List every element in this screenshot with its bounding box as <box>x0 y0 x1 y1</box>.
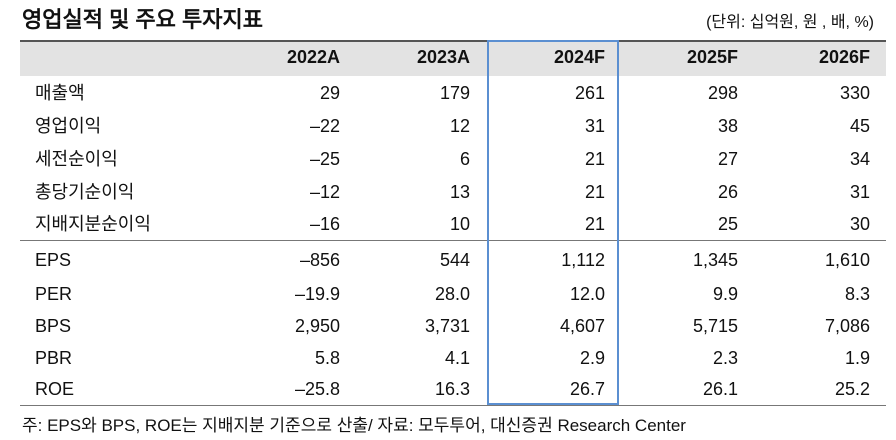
cell-value: 2.3 <box>712 348 738 368</box>
cell-value: –22 <box>309 116 340 136</box>
cell-value: 1,610 <box>824 250 870 270</box>
row-label: BPS <box>35 316 72 336</box>
cell-value: 5,715 <box>692 316 738 336</box>
highlight-box <box>487 40 619 405</box>
cell-value: –856 <box>299 250 340 270</box>
row-label: PER <box>35 284 73 304</box>
row-label: 세전순이익 <box>35 149 118 169</box>
cell-value: 26 <box>717 182 738 202</box>
cell-value: 2,950 <box>294 316 340 336</box>
row-label: 지배지분순이익 <box>35 214 151 234</box>
cell-value: –25.8 <box>294 379 340 399</box>
cell-value: 27 <box>717 149 738 169</box>
cell-value: –16 <box>309 214 340 234</box>
cell-value: 1,345 <box>692 250 738 270</box>
column-header: 2024F <box>553 47 605 67</box>
cell-value: 38 <box>717 116 738 136</box>
cell-value: 8.3 <box>844 284 870 304</box>
bottom-border <box>20 405 886 406</box>
cell-value: 16.3 <box>434 379 470 399</box>
cell-value: 13 <box>449 182 470 202</box>
row-label: ROE <box>35 379 75 399</box>
cell-value: 2.9 <box>579 348 605 368</box>
cell-value: 26.7 <box>569 379 605 399</box>
cell-value: –19.9 <box>294 284 340 304</box>
cell-value: 4.1 <box>444 348 470 368</box>
column-header: 2022A <box>286 47 340 67</box>
cell-value: 298 <box>707 83 738 103</box>
row-label: PBR <box>35 348 73 368</box>
cell-value: 3,731 <box>424 316 470 336</box>
cell-value: 30 <box>849 214 870 234</box>
row-label: EPS <box>35 250 72 270</box>
column-header: 2025F <box>686 47 738 67</box>
cell-value: 9.9 <box>712 284 738 304</box>
column-header: 2026F <box>818 47 870 67</box>
unit: (단위: 십억원, 원 , 배, %) <box>706 14 874 31</box>
cell-value: 1,112 <box>561 250 605 270</box>
cell-value: 12.0 <box>569 284 605 304</box>
cell-value: 31 <box>584 116 605 136</box>
cell-value: 34 <box>849 149 870 169</box>
cell-value: 29 <box>319 83 340 103</box>
cell-value: 12 <box>449 116 470 136</box>
cell-value: 330 <box>839 83 870 103</box>
row-label: 영업이익 <box>35 116 102 136</box>
cell-value: 261 <box>574 83 605 103</box>
cell-value: 10 <box>449 214 470 234</box>
cell-value: 6 <box>459 149 470 169</box>
separator <box>20 240 886 241</box>
cell-value: –12 <box>309 182 340 202</box>
cell-value: 25.2 <box>834 379 870 399</box>
cell-value: 25 <box>717 214 738 234</box>
cell-value: 21 <box>584 149 605 169</box>
cell-value: 31 <box>849 182 870 202</box>
cell-value: 5.8 <box>314 348 340 368</box>
note: 주: EPS와 BPS, ROE는 지배지분 기준으로 산출/ 자료: 모두투어… <box>22 416 686 435</box>
cell-value: 544 <box>439 250 470 270</box>
header-row <box>20 40 886 76</box>
cell-value: 4,607 <box>559 316 605 336</box>
row-label: 매출액 <box>35 83 85 103</box>
cell-value: –25 <box>309 149 340 169</box>
cell-value: 7,086 <box>824 316 870 336</box>
cell-value: 26.1 <box>702 379 738 399</box>
column-header: 2023A <box>416 47 470 67</box>
title: 영업실적 및 주요 투자지표 <box>22 7 263 32</box>
cell-value: 179 <box>439 83 470 103</box>
cell-value: 45 <box>849 116 870 136</box>
cell-value: 21 <box>584 182 605 202</box>
row-label: 총당기순이익 <box>35 182 135 202</box>
cell-value: 21 <box>584 214 605 234</box>
cell-value: 1.9 <box>844 348 870 368</box>
cell-value: 28.0 <box>434 284 470 304</box>
